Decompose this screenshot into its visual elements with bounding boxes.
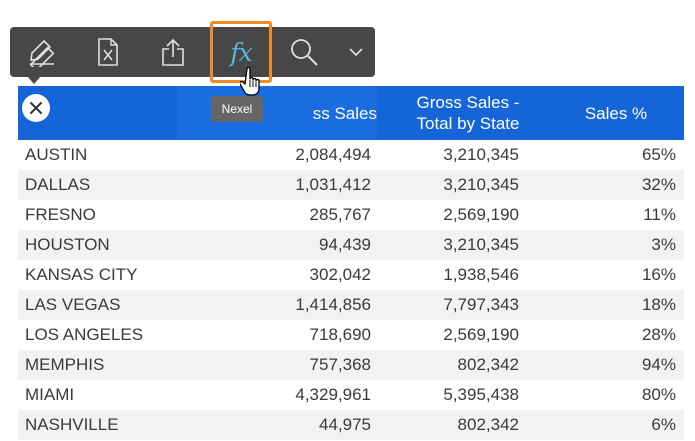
cell-city: MEMPHIS: [25, 355, 105, 374]
table-row[interactable]: DALLAS 1,031,412 3,210,345 32%: [18, 170, 684, 200]
share-icon: [162, 38, 184, 66]
cell-gross-sales-total: 802,342: [457, 415, 519, 434]
cell-sales-pct: 16%: [641, 265, 676, 284]
table-header: ss Sales Gross Sales - Total by State Sa…: [18, 86, 684, 140]
excel-export-icon: [98, 38, 118, 66]
cell-sales-pct: 3%: [651, 235, 676, 254]
cell-gross-sales: 718,690: [309, 325, 371, 344]
cell-sales-pct: 94%: [641, 355, 676, 374]
search-icon: [291, 39, 318, 66]
table-row[interactable]: MIAMI 4,329,961 5,395,438 80%: [18, 380, 684, 410]
close-button[interactable]: [22, 94, 50, 122]
table-row[interactable]: HOUSTON 94,439 3,210,345 3%: [18, 230, 684, 260]
header-sales-pct-label: Sales %: [584, 103, 648, 123]
header-highlight: [177, 86, 377, 140]
cell-sales-pct: 65%: [641, 145, 676, 164]
cell-gross-sales: 44,975: [319, 415, 371, 434]
cell-city: HOUSTON: [25, 235, 110, 254]
more-dropdown-button[interactable]: [343, 27, 369, 77]
table-row[interactable]: NASHVILLE 44,975 802,342 6%: [18, 410, 684, 440]
cell-city: NASHVILLE: [25, 415, 119, 434]
close-icon: [30, 102, 42, 114]
cell-city: KANSAS CITY: [25, 265, 138, 284]
header-gross-sales-total-label: Gross Sales - Total by State: [416, 92, 519, 134]
cell-gross-sales: 285,767: [309, 205, 371, 224]
cell-sales-pct: 18%: [641, 295, 676, 314]
header-sales-pct[interactable]: Sales %: [548, 86, 684, 140]
cell-gross-sales: 94,439: [319, 235, 371, 254]
cell-city: LAS VEGAS: [25, 295, 121, 314]
toolbar-pointer: [27, 76, 41, 84]
header-gross-sales-total[interactable]: Gross Sales - Total by State: [383, 86, 553, 140]
table-row[interactable]: FRESNO 285,767 2,569,190 11%: [18, 200, 684, 230]
cell-gross-sales: 1,414,856: [295, 295, 371, 314]
cell-gross-sales: 1,031,412: [295, 175, 371, 194]
cell-city: DALLAS: [25, 175, 91, 194]
cell-gross-sales: 302,042: [309, 265, 371, 284]
table-row[interactable]: MEMPHIS 757,368 802,342 94%: [18, 350, 684, 380]
ruler-pencil-button[interactable]: [24, 27, 60, 77]
table-row[interactable]: KANSAS CITY 302,042 1,938,546 16%: [18, 260, 684, 290]
ruler-pencil-icon: [29, 39, 55, 67]
cell-gross-sales-total: 1,938,546: [443, 265, 519, 284]
chevron-down-icon: [349, 48, 363, 57]
cell-gross-sales-total: 3,210,345: [443, 145, 519, 164]
search-button[interactable]: [284, 27, 324, 77]
cell-sales-pct: 32%: [641, 175, 676, 194]
excel-export-button[interactable]: [90, 27, 126, 77]
hand-cursor-icon: [240, 66, 260, 96]
formula-fx-icon: fx: [230, 37, 252, 67]
header-line-2: Total by State: [416, 114, 520, 133]
share-button[interactable]: [155, 27, 191, 77]
cell-gross-sales: 757,368: [309, 355, 371, 374]
header-gross-sales-label: ss Sales: [312, 103, 377, 123]
cell-gross-sales: 2,084,494: [295, 145, 371, 164]
table-row[interactable]: LAS VEGAS 1,414,856 7,797,343 18%: [18, 290, 684, 320]
cell-sales-pct: 6%: [651, 415, 676, 434]
toolbar: fx: [10, 21, 375, 83]
cell-gross-sales-total: 2,569,190: [443, 205, 519, 224]
cell-city: MIAMI: [25, 385, 75, 404]
tooltip-text: Nexel: [221, 102, 253, 116]
cell-sales-pct: 28%: [641, 325, 676, 344]
cell-sales-pct: 80%: [641, 385, 676, 404]
cell-gross-sales-total: 2,569,190: [443, 325, 519, 344]
cell-gross-sales-total: 7,797,343: [443, 295, 519, 314]
cell-city: FRESNO: [25, 205, 96, 224]
cell-city: AUSTIN: [25, 145, 88, 164]
tooltip: Nexel: [211, 96, 263, 122]
sales-table: ss Sales Gross Sales - Total by State Sa…: [18, 86, 684, 440]
cell-city: LOS ANGELES: [25, 325, 144, 344]
cell-gross-sales-total: 3,210,345: [443, 235, 519, 254]
header-line-1: Gross Sales -: [416, 93, 520, 112]
cell-gross-sales-total: 5,395,438: [443, 385, 519, 404]
table-body: AUSTIN 2,084,494 3,210,345 65% DALLAS 1,031,4…: [18, 140, 684, 440]
header-gross-sales[interactable]: ss Sales: [177, 86, 387, 140]
cell-sales-pct: 11%: [643, 205, 676, 224]
cell-gross-sales: 4,329,961: [295, 385, 371, 404]
table-row[interactable]: AUSTIN 2,084,494 3,210,345 65%: [18, 140, 684, 170]
cell-gross-sales-total: 802,342: [457, 355, 519, 374]
cell-gross-sales-total: 3,210,345: [443, 175, 519, 194]
table-row[interactable]: LOS ANGELES 718,690 2,569,190 28%: [18, 320, 684, 350]
